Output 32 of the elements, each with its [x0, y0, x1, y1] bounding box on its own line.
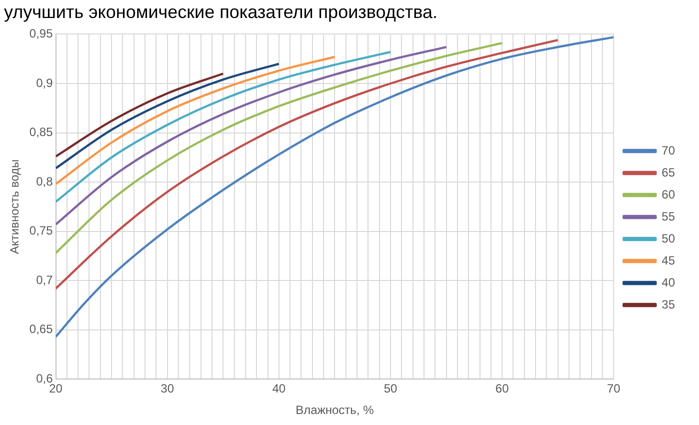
legend-label: 70 — [662, 143, 676, 158]
x-tick-label: 20 — [49, 382, 63, 396]
line-series — [56, 39, 559, 290]
y-axis-title: Активность воды — [8, 159, 22, 254]
y-tick-label: 0,75 — [29, 224, 54, 238]
legend-label: 55 — [662, 209, 676, 224]
x-tick-label: 40 — [272, 382, 286, 396]
line-series — [56, 42, 504, 254]
legend-label: 35 — [662, 297, 676, 312]
x-axis-title: Влажность, % — [296, 403, 374, 418]
legend-label: 65 — [662, 165, 676, 180]
x-tick-label: 60 — [495, 382, 510, 396]
x-tick-label: 50 — [384, 382, 398, 396]
x-tick-label: 70 — [606, 382, 621, 396]
line-series — [56, 62, 280, 170]
legend-label: 60 — [662, 187, 676, 202]
y-tick-label: 0,7 — [36, 272, 54, 287]
x-tick-label: 30 — [160, 382, 174, 396]
legend-label: 50 — [662, 231, 676, 246]
line-series — [56, 56, 336, 186]
y-tick-label: 0,95 — [29, 26, 54, 41]
y-tick-label: 0,85 — [29, 125, 54, 140]
line-series — [56, 72, 224, 158]
y-tick-label: 0,65 — [29, 322, 54, 336]
text: улучшить экономические показатели производства. — [3, 1, 438, 24]
line-series — [56, 36, 614, 338]
y-tick-label: 0,9 — [36, 76, 54, 90]
y-tick-label: 0,8 — [36, 174, 54, 188]
line-series — [56, 50, 392, 203]
legend-label: 45 — [662, 253, 676, 268]
legend-label: 40 — [662, 275, 676, 290]
line-series — [56, 46, 448, 226]
